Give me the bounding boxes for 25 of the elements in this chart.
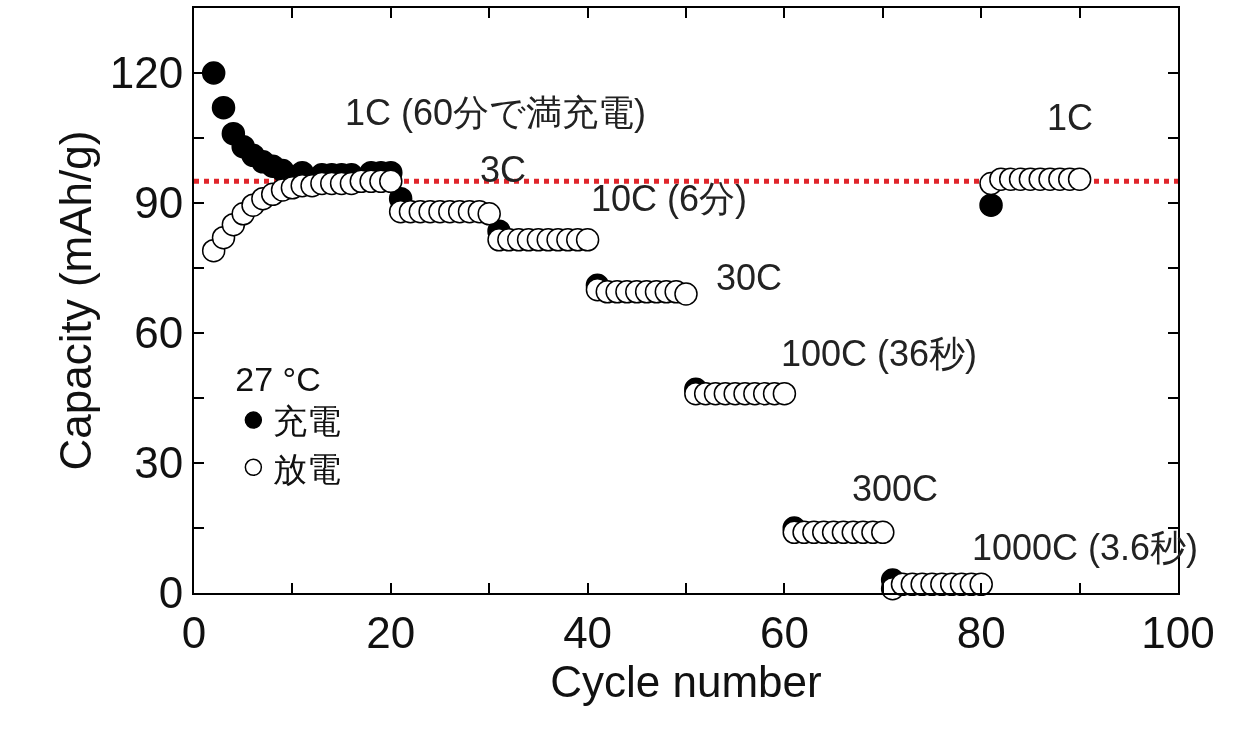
x-tick-label: 40 [563,607,613,657]
y-tick-label: 60 [134,308,184,358]
point [211,95,236,120]
annotation: 1C [1047,97,1094,138]
x-tick-label: 100 [1141,607,1215,657]
annotation: 3C [480,149,527,190]
point [979,193,1003,217]
legend-title: 27 °C [235,360,321,399]
legend-label: 充電 [273,402,342,441]
annotation: 10C (6分) [591,178,748,219]
annotation: 1C (60分で満充電) [345,92,647,133]
y-tick-label: 90 [134,178,184,228]
y-tick-label: 120 [109,48,184,98]
x-tick-label: 80 [956,607,1006,657]
point [201,61,226,85]
annotation: 30C [716,257,783,298]
legend-label: 放電 [273,449,342,488]
annotation: 300C [852,468,939,509]
x-axis-title: Cycle number [550,656,822,706]
x-tick-label: 60 [759,607,809,657]
x-tick-label: 20 [366,607,416,657]
y-tick-label: 0 [158,568,184,618]
y-axis-title: Capacity (mAh/g) [51,130,101,471]
annotation: 100C (36秒) [781,333,978,374]
y-tick-label: 30 [134,438,184,488]
